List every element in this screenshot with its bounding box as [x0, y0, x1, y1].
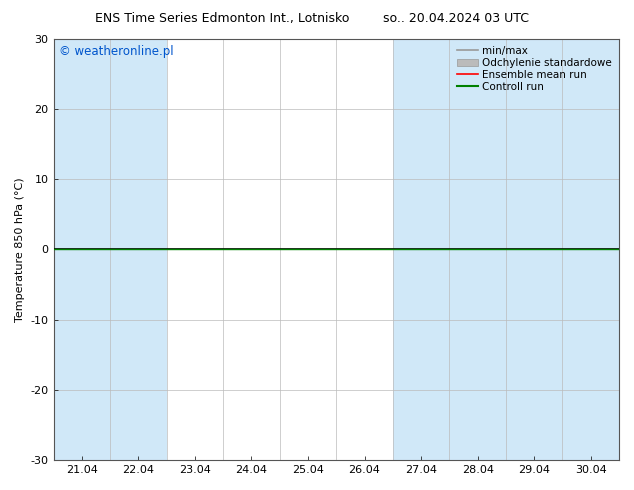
Text: so.. 20.04.2024 03 UTC: so.. 20.04.2024 03 UTC: [384, 12, 529, 25]
Y-axis label: Temperature 850 hPa (°C): Temperature 850 hPa (°C): [15, 177, 25, 321]
Bar: [506, 39, 562, 460]
Bar: [562, 39, 619, 460]
Text: © weatheronline.pl: © weatheronline.pl: [59, 45, 174, 58]
Bar: [110, 39, 167, 460]
Bar: [450, 39, 506, 460]
Legend: min/max, Odchylenie standardowe, Ensemble mean run, Controll run: min/max, Odchylenie standardowe, Ensembl…: [455, 44, 614, 94]
Text: ENS Time Series Edmonton Int., Lotnisko: ENS Time Series Edmonton Int., Lotnisko: [94, 12, 349, 25]
Bar: [393, 39, 450, 460]
Bar: [53, 39, 110, 460]
